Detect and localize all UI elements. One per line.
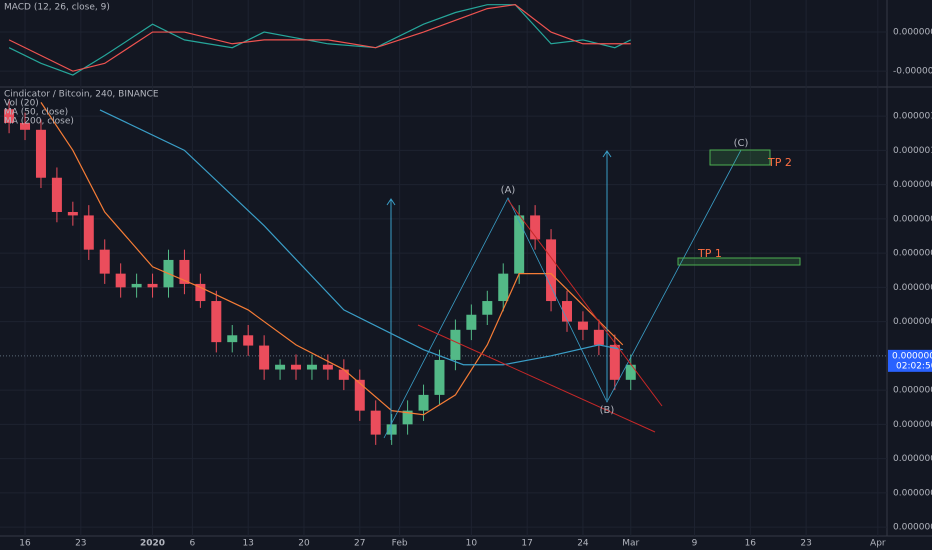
candle-body (147, 283, 158, 288)
y-tick-label: 0.00000080 (893, 283, 932, 293)
candle-body (561, 301, 572, 322)
y-tick-label: 0.00000105 (893, 112, 932, 122)
x-tick-label: 9 (692, 539, 698, 549)
y-tick-label: 0.00000095 (893, 180, 932, 190)
candle-body (386, 424, 397, 435)
x-tick-label: 24 (577, 539, 589, 549)
line (40, 102, 624, 416)
grid (0, 0, 887, 536)
x-tick-label: 23 (800, 539, 811, 549)
candle-body (370, 410, 381, 435)
x-tick-label: 2020 (140, 539, 165, 549)
last-price-box (888, 349, 932, 372)
candle-body (354, 379, 365, 411)
candle-body (115, 273, 126, 288)
y-tick-label: 0.00000065 (893, 386, 932, 396)
annotation: (C) (734, 138, 749, 149)
tp2-box (709, 149, 771, 166)
candle-body (530, 215, 541, 240)
candle-body (227, 335, 238, 343)
macd-title: MACD (12, 26, close, 9) (4, 3, 110, 13)
candle-body (450, 329, 461, 360)
trend-line (507, 199, 663, 407)
y-tick-label: 0.00000100 (893, 146, 932, 156)
x-tick-label: Mar (622, 539, 639, 549)
x-tick-label: 17 (521, 539, 532, 549)
candle-body (179, 259, 190, 284)
tp1-box (677, 257, 801, 266)
candle-body (243, 335, 254, 346)
trend-line (417, 324, 656, 433)
x-tick-label: Apr (870, 539, 886, 549)
wave-path (383, 149, 742, 439)
y-tick-label: 0.00000050 (893, 488, 932, 498)
x-tick-label: 16 (745, 539, 757, 549)
candle-body (402, 410, 413, 425)
annotation: (B) (600, 405, 615, 416)
marks (4, 4, 636, 445)
candle-body (211, 301, 222, 343)
candle-body (514, 215, 525, 274)
line (8, 4, 631, 72)
x-tick-label: 16 (19, 539, 31, 549)
y-tick-label: 0.00000085 (893, 249, 932, 259)
countdown: 02:02:50 (896, 361, 932, 371)
y-tick-label: 0.00000055 (893, 454, 932, 464)
x-tick-label: 10 (466, 539, 478, 549)
candle-body (322, 364, 333, 370)
annotation: TP 2 (767, 156, 792, 169)
last-price-label: 0.00000070 (892, 351, 932, 361)
candle-body (546, 239, 557, 302)
candle-body (4, 109, 15, 123)
x-tick-label: 6 (190, 539, 196, 549)
y-tick-label: 0.00000075 (893, 317, 932, 327)
chart-title: Cindicator / Bitcoin, 240, BINANCE (4, 90, 159, 100)
x-tick-label: Feb (392, 539, 408, 549)
y-tick-label: -0.00000005 (893, 67, 932, 77)
annotation: TP 1 (697, 247, 722, 260)
arrow-head (602, 150, 612, 158)
x-tick-label: 20 (298, 539, 310, 549)
candle-body (20, 122, 31, 130)
candle-body (418, 394, 429, 411)
indicator-label: MA (200, close) (4, 117, 74, 127)
candle-body (434, 359, 445, 395)
candle-body (259, 345, 270, 370)
candle-body (577, 321, 588, 330)
candle-body (291, 364, 302, 370)
drawings (383, 149, 801, 440)
y-tick-label: 0.00000000 (893, 28, 932, 38)
candle-body (67, 211, 78, 216)
candle-body (625, 364, 636, 380)
candle-body (498, 273, 509, 302)
candle-body (131, 283, 142, 288)
indicator-label: MA (50, close) (4, 108, 68, 118)
y-tick-label: 0.00000045 (893, 523, 932, 533)
x-tick-label: 27 (354, 539, 365, 549)
candle-body (482, 301, 493, 315)
annotation: (A) (501, 185, 516, 196)
line (8, 4, 632, 76)
candle-body (195, 283, 206, 302)
candle-body (51, 177, 62, 212)
y-tick-label: 0.00000090 (893, 214, 932, 224)
candle-body (83, 215, 94, 250)
candle-body (338, 369, 349, 380)
candle-body (35, 129, 46, 178)
candle-body (306, 364, 317, 370)
x-tick-label: 13 (242, 539, 253, 549)
y-tick-label: 0.00000060 (893, 420, 932, 430)
candle-body (593, 329, 604, 345)
candle-body (466, 314, 477, 330)
arrow-head (386, 198, 396, 206)
candle-body (609, 344, 620, 380)
candle-body (275, 364, 286, 370)
line (99, 109, 623, 366)
candle-body (99, 249, 110, 274)
x-tick-label: 23 (75, 539, 86, 549)
indicator-label: Vol (20) (4, 99, 39, 109)
